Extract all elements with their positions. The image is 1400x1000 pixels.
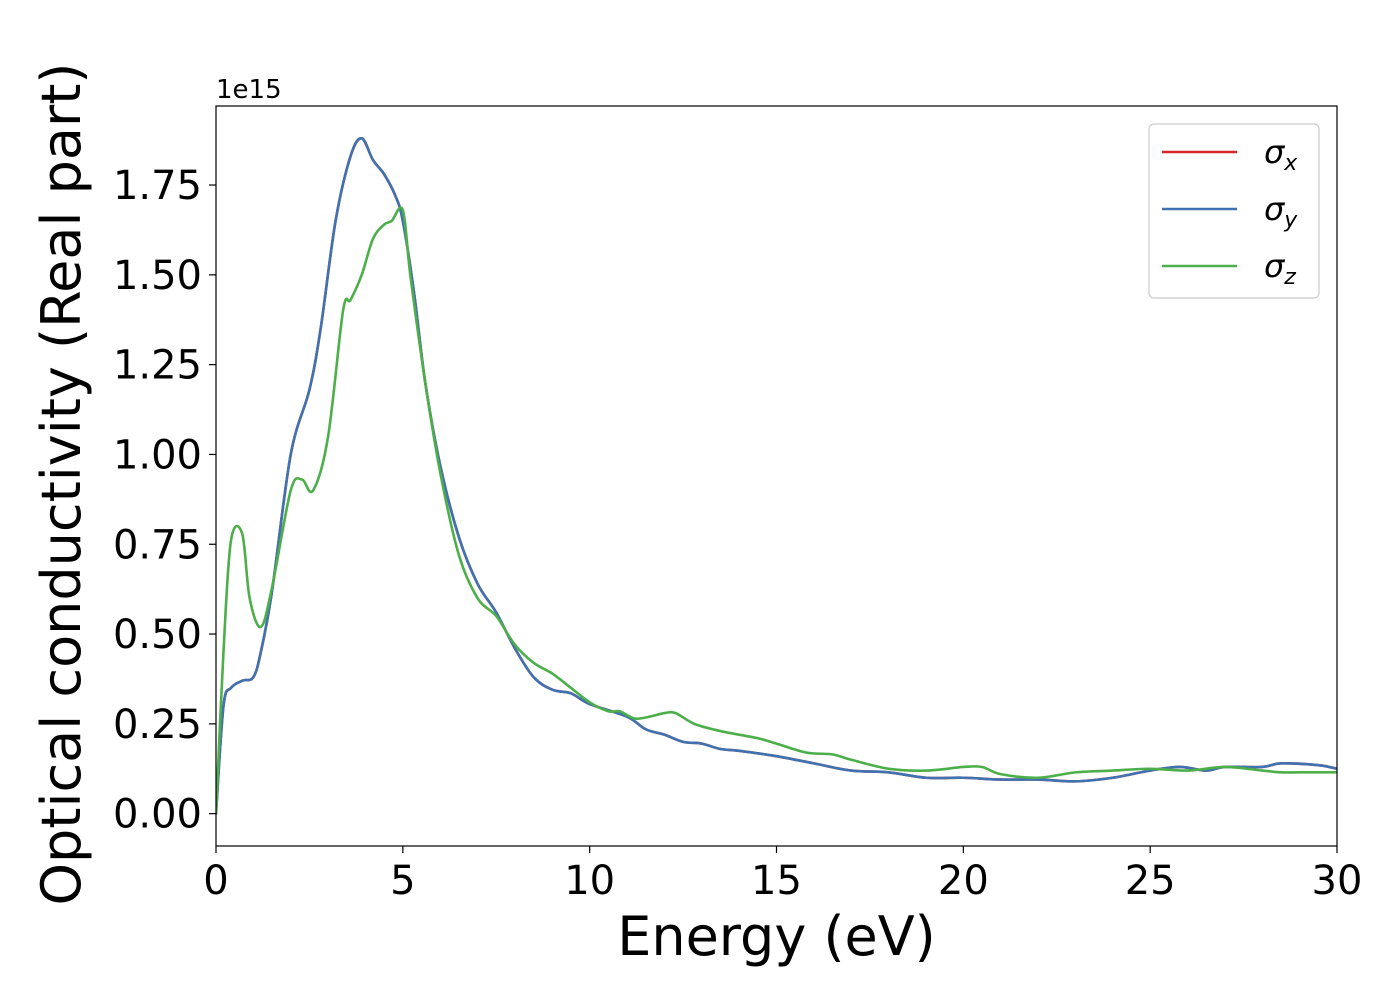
axes: 0 5 10 15 20 25 30 0.00 0.25 0.50 0.75 1.00 1.25 1.50… xyxy=(30,63,1362,968)
y-offset-label: 1e15 xyxy=(216,75,282,105)
y-tick-label: 0.75 xyxy=(113,522,202,568)
x-tick-label: 25 xyxy=(1125,858,1176,904)
y-tick-label: 1.25 xyxy=(113,343,202,389)
y-tick-label: 0.00 xyxy=(113,792,202,838)
x-tick-label: 0 xyxy=(203,858,228,904)
legend-label-sigma-x: σx xyxy=(1264,133,1298,176)
y-tick-label: 1.50 xyxy=(113,253,202,299)
y-tick-label: 0.25 xyxy=(113,702,202,748)
legend-box xyxy=(1148,123,1320,299)
legend-label-sigma-z: σz xyxy=(1264,247,1296,290)
x-tick-label: 20 xyxy=(938,858,989,904)
legend-label-sigma-y: σy xyxy=(1264,190,1298,233)
series-line-sigma-z xyxy=(216,206,1337,815)
y-axis-label: Optical conductivity (Real part) xyxy=(30,63,93,906)
y-tick-label: 0.50 xyxy=(113,612,202,658)
y-tick-label: 1.75 xyxy=(113,163,202,209)
x-tick-label: 15 xyxy=(751,858,802,904)
y-tick-label: 1.00 xyxy=(113,432,202,478)
x-tick-label: 10 xyxy=(564,858,615,904)
series-line-sigma-y xyxy=(216,137,1337,815)
x-tick-label: 5 xyxy=(390,858,415,904)
x-axis-label: Energy (eV) xyxy=(617,905,936,968)
plot-area xyxy=(216,137,1337,815)
legend: σx σy σz xyxy=(1148,123,1320,299)
x-tick-label: 30 xyxy=(1312,858,1363,904)
